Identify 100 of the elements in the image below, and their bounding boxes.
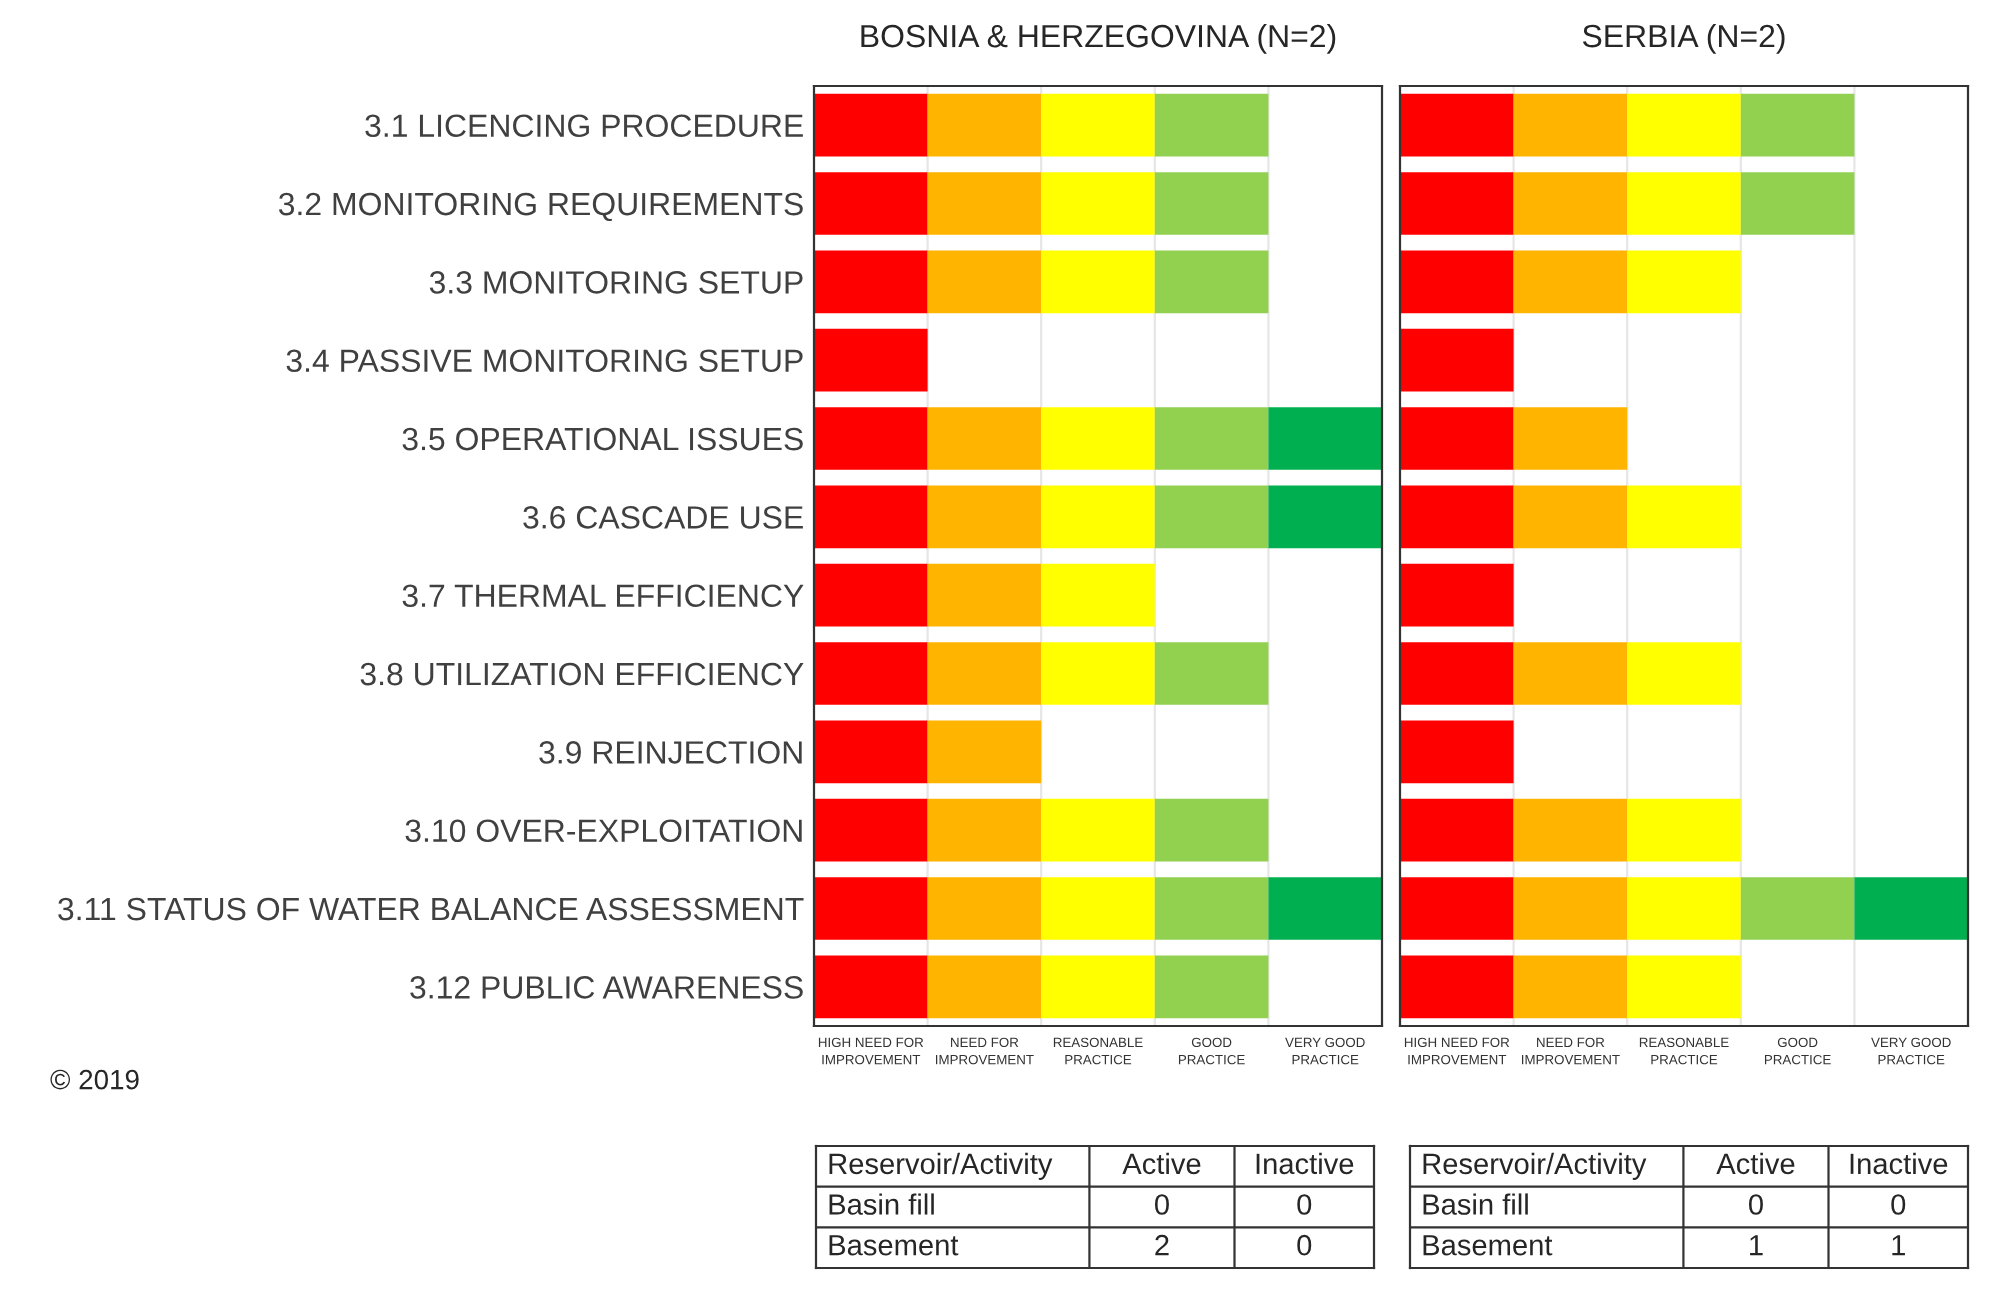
- bar: [1268, 485, 1382, 549]
- y-tick-label: 3.6 CASCADE USE: [523, 506, 803, 529]
- bar: [1854, 877, 1968, 940]
- y-tick-label: 3.1 LICENCING PROCEDURE: [365, 114, 803, 138]
- bar: [1041, 563, 1155, 627]
- text: Inactive: [1850, 1152, 1948, 1175]
- bar: [1627, 798, 1741, 862]
- bar: [1154, 93, 1269, 157]
- text: Reservoir/Activity: [1423, 1152, 1647, 1180]
- bar: [1513, 172, 1628, 235]
- bar: [1041, 642, 1155, 705]
- chart-title: SERBIA (N=2): [1582, 23, 1785, 54]
- text: Basement: [829, 1235, 959, 1256]
- bar: [927, 798, 1042, 862]
- bar: [1740, 172, 1855, 235]
- bar: [814, 328, 928, 392]
- bar: [1041, 798, 1155, 862]
- text: 0: [1297, 1194, 1312, 1215]
- bar: [1154, 642, 1269, 705]
- y-tick-label: 3.2 MONITORING REQUIREMENTS: [278, 192, 803, 222]
- bar: [1627, 955, 1741, 1019]
- text: Active: [1122, 1152, 1201, 1175]
- bar: [814, 642, 928, 705]
- bar: [1740, 877, 1855, 940]
- text: © 2019: [50, 1069, 139, 1090]
- bar: [1513, 485, 1628, 549]
- bar: [1154, 798, 1269, 862]
- text: Reservoir/Activity: [829, 1152, 1053, 1180]
- bar: [1627, 485, 1741, 549]
- bar: [1627, 93, 1741, 157]
- bar: [927, 485, 1042, 549]
- bar: [927, 250, 1042, 314]
- bar: [927, 955, 1042, 1019]
- bar: [1041, 250, 1155, 314]
- bar: [814, 720, 928, 784]
- bar: [1627, 642, 1741, 705]
- bar: [1154, 407, 1269, 470]
- bar: [1400, 642, 1514, 705]
- bar: [1041, 485, 1155, 549]
- bar: [814, 407, 928, 470]
- text: Active: [1716, 1152, 1795, 1175]
- bar: [1627, 877, 1741, 940]
- y-tick-label: 3.4 PASSIVE MONITORING SETUP: [286, 349, 803, 373]
- bar: [927, 93, 1042, 157]
- bar: [1154, 250, 1269, 314]
- bar: [927, 720, 1042, 784]
- y-tick-label: 3.9 REINJECTION: [539, 741, 802, 764]
- y-tick-label: 3.12 PUBLIC AWARENESS: [410, 976, 803, 999]
- bar: [927, 642, 1042, 705]
- bar: [1041, 407, 1155, 470]
- bar: [1154, 172, 1269, 235]
- y-tick-label: 3.11 STATUS OF WATER BALANCE ASSESSMENT: [58, 897, 804, 921]
- text: Basin fill: [829, 1193, 934, 1215]
- bar: [1400, 798, 1514, 862]
- bar: [1513, 93, 1628, 157]
- bar: [927, 877, 1042, 940]
- bar: [1400, 407, 1514, 470]
- text: Basin fill: [1423, 1193, 1528, 1215]
- bar: [1154, 955, 1269, 1019]
- bar: [814, 798, 928, 862]
- bar: [814, 93, 928, 157]
- bar: [814, 485, 928, 549]
- bar: [1268, 877, 1382, 940]
- bar: [1627, 172, 1741, 235]
- bar: [927, 407, 1042, 470]
- bar: [814, 877, 928, 940]
- bar: [1740, 93, 1855, 157]
- bar: [927, 563, 1042, 627]
- text: 2: [1155, 1234, 1169, 1256]
- text: 0: [1891, 1194, 1906, 1215]
- bar: [1627, 250, 1741, 314]
- bar: [1400, 563, 1514, 627]
- bar: [1513, 250, 1628, 314]
- y-tick-label: 3.3 MONITORING SETUP: [429, 271, 803, 294]
- text: 0: [1154, 1194, 1169, 1215]
- bar: [814, 563, 928, 627]
- y-tick-label: 3.7 THERMAL EFFICIENCY: [402, 584, 804, 608]
- bar: [814, 172, 928, 235]
- bar: [1041, 955, 1155, 1019]
- bar: [1041, 172, 1155, 235]
- bar: [1400, 328, 1514, 392]
- bar: [1041, 877, 1155, 940]
- text: 1: [1892, 1235, 1905, 1256]
- bar: [1400, 172, 1514, 235]
- y-tick-label: 3.10 OVER-EXPLOITATION: [405, 819, 802, 843]
- chart-title: BOSNIA & HERZEGOVINA (N=2): [861, 23, 1336, 54]
- text: 1: [1750, 1235, 1763, 1256]
- bar: [1400, 93, 1514, 157]
- bar: [1400, 720, 1514, 784]
- bar: [1400, 485, 1514, 549]
- bar: [1513, 798, 1628, 862]
- bar: [1400, 955, 1514, 1019]
- y-tick-label: 3.8 UTILIZATION EFFICIENCY: [360, 662, 804, 686]
- bar: [1513, 642, 1628, 705]
- bar: [1268, 407, 1382, 470]
- bar: [1513, 407, 1628, 470]
- bar: [814, 955, 928, 1019]
- bar: [927, 172, 1042, 235]
- text: 0: [1748, 1194, 1763, 1215]
- bar: [1041, 93, 1155, 157]
